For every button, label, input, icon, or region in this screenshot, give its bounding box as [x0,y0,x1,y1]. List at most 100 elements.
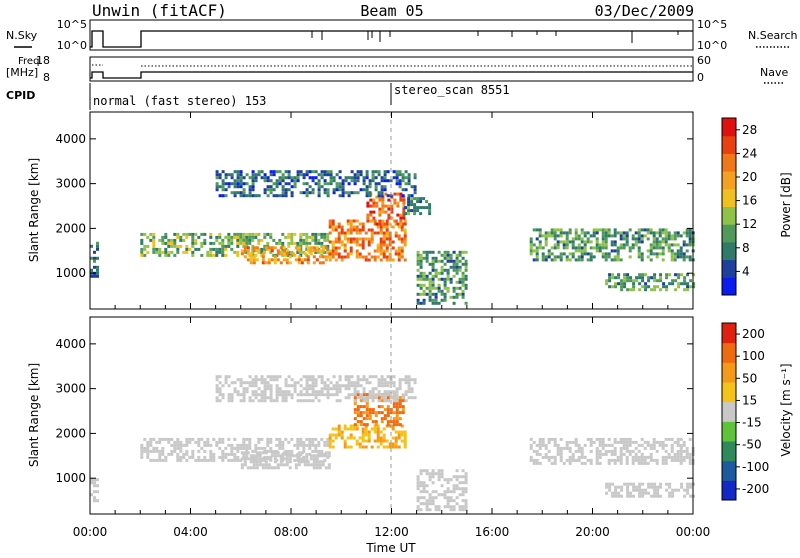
velocity-data-cell [386,414,390,418]
velocity-data-cell [419,496,423,500]
velocity-data-cell [371,375,375,379]
power-data-cell [673,231,677,235]
power-data-cell [378,222,382,226]
power-data-cell [452,268,456,272]
velocity-data-cell [227,399,231,403]
power-data-cell [679,249,683,253]
power-data-cell [299,170,303,174]
power-data-cell [356,176,360,180]
velocity-colorbar-segment [722,441,736,462]
power-data-cell [296,176,300,180]
power-data-cell [419,259,423,263]
velocity-data-cell [595,461,599,465]
power-data-cell [312,261,316,265]
power-data-cell [614,285,618,289]
power-data-cell [365,188,369,192]
power-data-cell [404,206,408,210]
velocity-data-cell [535,443,539,447]
power-data-cell [667,237,671,241]
power-data-cell [404,176,408,180]
power-data-cell [328,255,332,259]
power-data-cell [236,241,240,245]
velocity-data-cell [422,496,426,500]
power-data-cell [221,188,225,192]
power-data-cell [233,191,237,195]
power-data-cell [443,283,447,287]
velocity-data-cell [243,451,247,455]
velocity-data-cell [380,417,384,421]
power-data-cell [352,237,356,241]
velocity-data-cell [382,427,386,431]
velocity-data-cell [637,461,641,465]
velocity-data-cell [314,437,318,441]
power-data-cell [296,170,300,174]
velocity-data-cell [562,446,566,450]
power-data-cell [416,268,420,272]
power-data-cell [197,247,201,251]
velocity-data-cell [392,384,396,388]
power-data-cell [613,231,617,235]
velocity-data-cell [401,399,405,403]
velocity-data-cell [568,446,572,450]
power-data-cell [346,219,350,223]
velocity-data-cell [595,449,599,453]
velocity-data-cell [326,455,330,459]
power-data-cell [386,170,390,174]
power-data-cell [661,252,665,256]
velocity-data-cell [619,458,623,462]
power-data-cell [391,225,395,229]
power-data-cell [96,247,99,251]
velocity-data-cell [401,411,405,415]
velocity-data-cell [598,461,602,465]
velocity-data-cell [580,446,584,450]
power-data-cell [396,213,400,217]
velocity-data-cell [676,443,680,447]
velocity-data-cell [574,443,578,447]
power-data-cell [416,256,420,260]
velocity-data-cell [383,384,387,388]
velocity-data-cell [206,443,210,447]
power-data-cell [404,212,408,216]
velocity-data-cell [550,437,554,441]
velocity-data-cell [278,440,282,444]
power-data-cell [398,185,402,189]
velocity-data-cell [324,451,328,455]
power-data-cell [349,249,353,253]
velocity-data-cell [158,458,162,462]
power-data-cell [245,241,249,245]
power-data-cell [668,273,672,277]
velocity-data-cell [440,493,444,497]
power-data-cell [428,298,432,302]
power-data-cell [399,195,403,199]
power-data-cell [374,185,378,189]
velocity-data-cell [297,451,301,455]
power-data-cell [547,234,551,238]
power-data-cell [413,212,417,216]
power-data-cell [361,225,365,229]
velocity-data-cell [668,485,672,489]
power-data-cell [96,265,99,269]
velocity-data-cell [443,505,447,509]
power-data-cell [248,191,252,195]
velocity-data-cell [641,494,645,498]
power-data-cell [620,285,624,289]
power-data-cell [164,241,168,245]
velocity-data-cell [264,451,268,455]
velocity-data-cell [312,457,316,461]
velocity-data-cell [362,396,366,400]
power-data-cell [449,256,453,260]
power-data-cell [464,274,468,278]
power-data-cell [282,258,286,262]
power-data-cell [458,277,462,281]
velocity-data-cell [215,443,219,447]
velocity-data-cell [275,375,279,379]
velocity-data-cell [212,437,216,441]
velocity-data-cell [343,424,347,428]
power-data-cell [403,258,407,262]
velocity-data-cell [290,396,294,400]
power-data-cell [404,182,408,186]
velocity-data-cell [446,478,450,482]
velocity-data-cell [261,463,265,467]
velocity-data-cell [631,458,635,462]
velocity-data-cell [158,437,162,441]
